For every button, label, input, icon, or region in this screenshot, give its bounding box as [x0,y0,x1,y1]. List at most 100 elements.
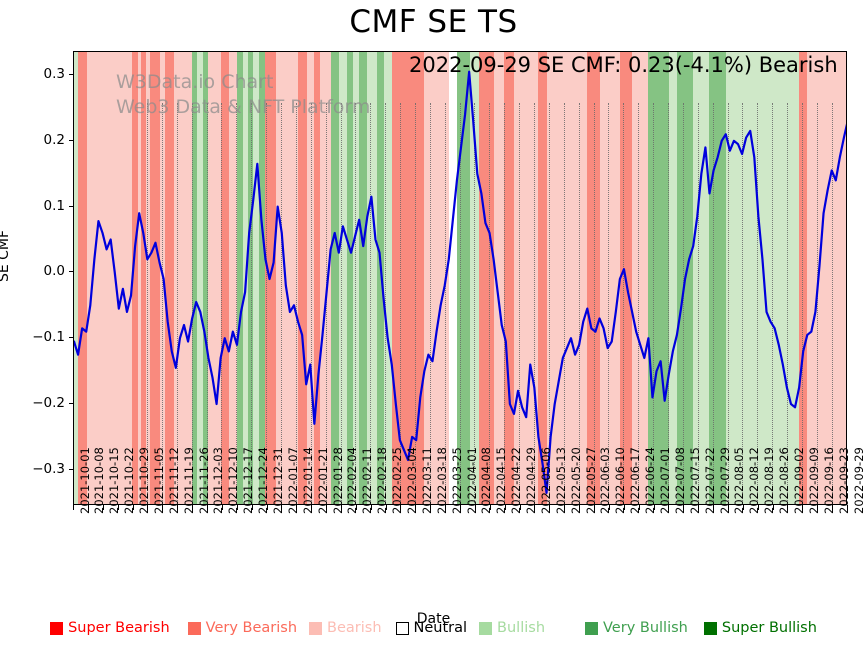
x-tick-mark [177,505,179,510]
x-tick-label: 2022-07-15 [687,447,702,514]
x-tick-mark [638,505,640,510]
y-tick-label: −0.1 [32,329,65,346]
cmf-line-series [74,70,846,494]
x-tick-label: 2022-01-28 [330,447,345,514]
x-tick-label: 2022-05-20 [568,447,583,514]
x-tick-label: 2021-12-10 [226,447,241,514]
x-tick-label: 2022-04-29 [524,447,539,514]
gridline [161,103,163,504]
y-axis-label: SE CMF [0,229,13,283]
x-tick-mark [162,505,164,510]
x-tick-label: 2022-01-21 [315,447,330,514]
x-tick-mark [519,505,521,510]
x-tick-label: 2022-07-08 [672,447,687,514]
legend-item-bearish[interactable]: Bearish [309,620,382,636]
x-tick-mark [608,505,610,510]
sentiment-band [479,52,487,504]
sentiment-band [145,52,151,504]
legend-item-super-bearish[interactable]: Super Bearish [50,620,170,636]
legend-item-very-bearish[interactable]: Very Bearish [187,620,297,636]
x-tick-label: 2022-04-22 [509,447,524,514]
x-tick-label: 2022-09-23 [836,447,851,514]
x-tick-label: 2022-05-27 [583,447,598,514]
x-tick-label: 2022-09-16 [821,447,836,514]
legend-item-very-bullish[interactable]: Very Bullish [585,620,688,636]
sentiment-band [493,52,505,504]
gridline [801,103,803,504]
gridline [176,103,178,504]
gridline [534,103,535,504]
x-tick-label: 2022-08-19 [762,447,777,514]
x-tick-label: 2022-03-25 [449,447,464,514]
x-tick-mark [445,505,447,510]
sentiment-band [391,52,425,504]
x-tick-mark [355,505,357,510]
x-tick-mark [727,505,729,510]
legend-item-super-bullish[interactable]: Super Bullish [703,620,817,636]
gridline [355,103,357,504]
y-tick-label: 0.1 [43,197,65,214]
sentiment-band [137,52,142,504]
x-tick-label: 2021-10-29 [137,447,152,514]
y-tick-label: 0.0 [43,263,65,280]
sentiment-band [693,52,711,504]
x-tick-mark [221,505,223,510]
x-tick-label: 2021-12-03 [211,447,226,514]
x-tick-label: 2022-01-14 [300,447,315,514]
sentiment-band [448,52,458,504]
x-tick-mark [683,505,685,510]
x-tick-mark [847,505,848,510]
gridline [280,103,282,504]
legend-item-neutral[interactable]: Neutral [395,620,468,636]
sentiment-band [538,52,548,504]
legend-label: Neutral [413,620,468,636]
sentiment-band [77,52,88,504]
x-tick-mark [742,505,744,510]
sentiment-band [338,52,348,504]
x-tick-label: 2022-04-01 [464,447,479,514]
x-tick-mark [698,505,700,510]
x-tick-mark [206,505,208,510]
sentiment-band [247,52,254,504]
x-tick-label: 2021-11-26 [196,447,211,514]
gridline [608,103,610,504]
legend-swatch-icon [309,621,323,635]
gridline [638,103,640,504]
legend-item-bullish[interactable]: Bullish [479,620,545,636]
x-tick-label: 2021-10-08 [92,447,107,514]
x-tick-label: 2022-07-22 [702,447,717,514]
x-tick-mark [281,505,283,510]
x-tick-label: 2022-02-11 [360,447,375,514]
gridline [429,103,431,504]
x-tick-mark [73,505,74,510]
x-tick-mark [266,505,268,510]
sentiment-band [258,52,267,504]
legend-label: Very Bullish [603,620,688,636]
gridline [147,103,148,504]
x-tick-mark [87,505,89,510]
x-tick-mark [623,505,625,510]
gridline [370,103,372,504]
x-tick-label: 2022-07-01 [658,447,672,514]
x-tick-mark [817,505,819,510]
x-tick-label: 2022-06-03 [598,447,613,514]
sentiment-band [149,52,161,504]
sentiment-band [314,52,322,504]
gridline [593,103,595,504]
gridline [400,103,402,504]
gridline [757,103,759,504]
gridline [667,103,669,504]
x-tick-mark [370,505,372,510]
x-tick-label: 2022-07-29 [717,447,732,514]
y-tick-label: 0.3 [43,66,65,83]
plot-area[interactable] [73,51,847,505]
sentiment-band [546,52,588,504]
x-tick-mark [236,505,238,510]
sentiment-band [236,52,244,504]
x-tick-mark [147,505,149,510]
gridline [816,103,818,504]
sentiment-band [131,52,139,504]
x-tick-mark [400,505,402,510]
y-tick-label: −0.2 [32,395,65,411]
